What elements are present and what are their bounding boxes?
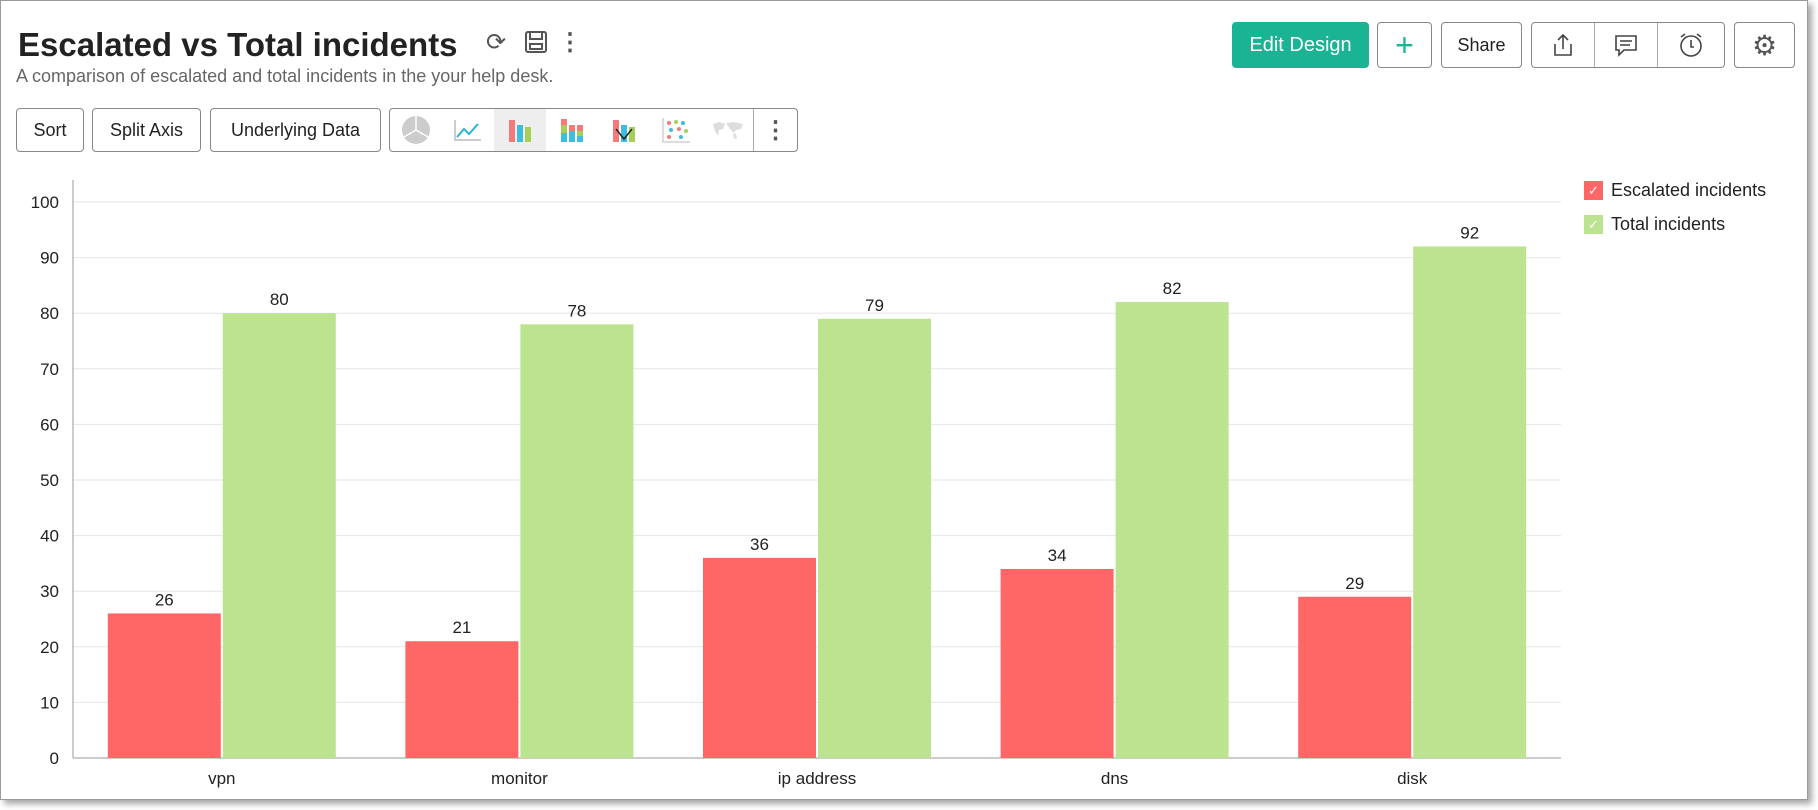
legend-item-total[interactable]: ✓ Total incidents xyxy=(1584,214,1725,235)
x-tick-label: dns xyxy=(1101,769,1128,788)
data-label: 82 xyxy=(1163,279,1182,298)
y-tick-label: 20 xyxy=(40,638,59,657)
share-button[interactable]: Share xyxy=(1441,22,1522,68)
y-tick-label: 90 xyxy=(40,249,59,268)
chart-type-group: ⋮ xyxy=(389,108,798,152)
bar-escalated xyxy=(1298,596,1412,758)
y-tick-label: 60 xyxy=(40,415,59,434)
data-label: 26 xyxy=(155,590,174,609)
more-vertical-icon[interactable]: ⋮ xyxy=(558,28,582,56)
data-label: 36 xyxy=(750,535,769,554)
export-icon[interactable] xyxy=(1532,23,1595,67)
legend-item-escalated[interactable]: ✓ Escalated incidents xyxy=(1584,180,1766,201)
bar-escalated xyxy=(703,557,816,758)
x-tick-label: vpn xyxy=(208,769,235,788)
data-label: 80 xyxy=(270,290,289,309)
bar-escalated xyxy=(1000,568,1114,758)
data-label: 29 xyxy=(1345,574,1364,593)
map-chart-icon[interactable] xyxy=(702,109,754,151)
data-label: 21 xyxy=(452,618,471,637)
y-tick-label: 30 xyxy=(40,582,59,601)
y-tick-label: 10 xyxy=(40,693,59,712)
x-tick-label: ip address xyxy=(778,769,856,788)
settings-gear-icon[interactable]: ⚙ xyxy=(1734,22,1795,68)
legend-label: Total incidents xyxy=(1611,214,1726,234)
alarm-icon[interactable] xyxy=(1658,23,1724,67)
bar-total xyxy=(222,313,336,758)
stacked-bar-chart-icon[interactable] xyxy=(546,109,598,151)
bar-escalated xyxy=(405,641,519,758)
y-tick-label: 100 xyxy=(31,193,59,212)
bar-total xyxy=(1115,302,1229,758)
data-label: 79 xyxy=(865,296,884,315)
bar-total xyxy=(1413,246,1527,759)
scatter-chart-icon[interactable] xyxy=(650,109,702,151)
legend-check-icon: ✓ xyxy=(1584,181,1603,200)
page-subtitle: A comparison of escalated and total inci… xyxy=(16,66,554,86)
x-tick-label: monitor xyxy=(491,769,548,788)
more-chart-types-icon[interactable]: ⋮ xyxy=(763,116,788,144)
bar-total xyxy=(818,318,931,758)
page-title: Escalated vs Total incidents xyxy=(18,26,458,63)
y-tick-label: 70 xyxy=(40,360,59,379)
sort-button[interactable]: Sort xyxy=(16,108,84,152)
legend-check-icon: ✓ xyxy=(1584,215,1603,234)
bar-escalated xyxy=(107,613,221,758)
bar-total xyxy=(520,324,634,758)
data-label: 34 xyxy=(1048,546,1067,565)
y-tick-label: 0 xyxy=(50,749,59,768)
add-button[interactable]: + xyxy=(1377,22,1432,68)
y-tick-label: 50 xyxy=(40,471,59,490)
pie-chart-icon[interactable] xyxy=(390,109,442,151)
line-chart-icon[interactable] xyxy=(442,109,494,151)
refresh-icon[interactable]: ⟳ xyxy=(485,28,507,56)
save-icon[interactable] xyxy=(522,28,550,56)
bar-chart-icon[interactable] xyxy=(494,109,546,151)
edit-design-button[interactable]: Edit Design xyxy=(1232,22,1369,68)
y-tick-label: 80 xyxy=(40,304,59,323)
y-tick-label: 40 xyxy=(40,527,59,546)
split-axis-button[interactable]: Split Axis xyxy=(92,108,201,152)
x-tick-label: disk xyxy=(1397,769,1428,788)
action-button-group xyxy=(1531,22,1725,68)
legend-label: Escalated incidents xyxy=(1611,180,1767,200)
data-label: 92 xyxy=(1460,223,1479,242)
comment-icon[interactable] xyxy=(1595,23,1658,67)
data-label: 78 xyxy=(567,301,586,320)
combo-chart-icon[interactable] xyxy=(598,109,650,151)
underlying-data-button[interactable]: Underlying Data xyxy=(210,108,381,152)
